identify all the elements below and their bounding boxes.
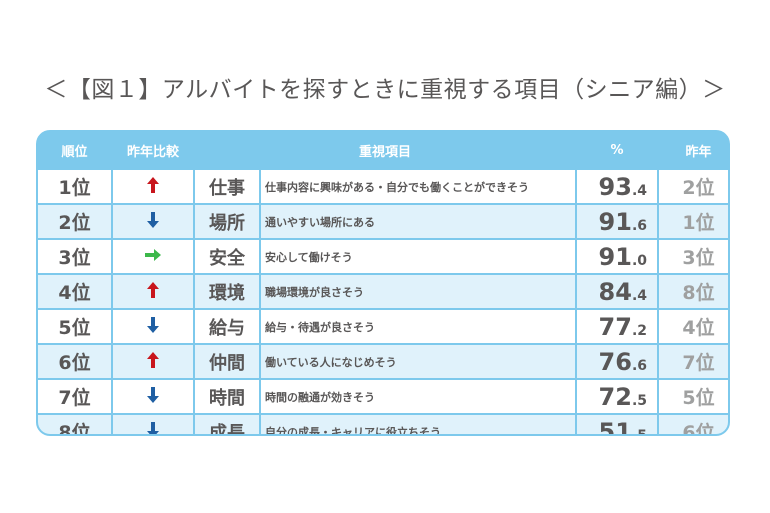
- arrow-down-icon: [146, 421, 160, 434]
- previous-rank-cell: 2位: [659, 170, 728, 203]
- percent-cell: 93.4: [577, 170, 657, 203]
- description-cell: 自分の成長・キャリアに役立ちそう: [261, 415, 575, 434]
- trend-cell: [113, 240, 193, 273]
- arrow-down-icon: [146, 211, 160, 233]
- previous-rank-cell: 8位: [659, 275, 728, 308]
- rank-cell: 7位: [38, 380, 111, 413]
- percent-decimal: .5: [631, 392, 647, 409]
- previous-rank-cell: 4位: [659, 310, 728, 343]
- arrow-down-icon: [146, 316, 160, 338]
- percent-integer: 76: [598, 347, 632, 376]
- percent-decimal: .6: [631, 357, 647, 374]
- percent-integer: 93: [598, 172, 632, 201]
- percent-decimal: .6: [631, 217, 647, 234]
- arrow-up-icon: [146, 351, 160, 373]
- percent-decimal: .4: [631, 182, 647, 199]
- percent-integer: 91: [598, 207, 632, 236]
- description-cell: 職場環境が良さそう: [261, 275, 575, 308]
- previous-rank-cell: 5位: [659, 380, 728, 413]
- previous-rank-cell: 7位: [659, 345, 728, 378]
- trend-cell: [113, 380, 193, 413]
- trend-cell: [113, 275, 193, 308]
- percent-cell: 91.0: [577, 240, 657, 273]
- description-cell: 安心して働けそう: [261, 240, 575, 273]
- chart-title: ＜【図１】アルバイトを探すときに重視する項目（シニア編）＞: [44, 77, 726, 103]
- category-cell: 給与: [195, 310, 259, 343]
- percent-integer: 84: [598, 277, 632, 306]
- percent-integer: 91: [598, 242, 632, 271]
- description-cell: 働いている人になじめそう: [261, 345, 575, 378]
- percent-decimal: .2: [631, 322, 647, 339]
- category-cell: 安全: [195, 240, 259, 273]
- percent-decimal: .5: [631, 427, 647, 436]
- description-cell: 給与・待遇が良さそう: [261, 310, 575, 343]
- percent-cell: 51.5: [577, 415, 657, 436]
- ranking-table: 順位 昨年比較 重視項目 % 昨年 1位 仕事 仕事内容に興味がある・自分でも働くこ…: [36, 130, 730, 436]
- category-cell: 環境: [195, 275, 259, 308]
- rank-cell: 8位: [38, 415, 111, 434]
- percent-cell: 72.5: [577, 380, 657, 413]
- rank-cell: 6位: [38, 345, 111, 378]
- header-rank: 順位: [38, 132, 111, 168]
- rank-cell: 4位: [38, 275, 111, 308]
- percent-decimal: .4: [631, 287, 647, 304]
- category-cell: 場所: [195, 205, 259, 238]
- rank-cell: 3位: [38, 240, 111, 273]
- rank-cell: 5位: [38, 310, 111, 343]
- trend-cell: [113, 170, 193, 203]
- percent-integer: 77: [598, 312, 632, 341]
- header-pct: %: [577, 132, 657, 168]
- percent-integer: 72: [598, 382, 632, 411]
- arrow-up-icon: [146, 281, 160, 303]
- category-cell: 仲間: [195, 345, 259, 378]
- percent-cell: 76.6: [577, 345, 657, 378]
- arrow-right-icon: [144, 247, 162, 266]
- previous-rank-cell: 3位: [659, 240, 728, 273]
- arrow-down-icon: [146, 386, 160, 408]
- category-cell: 時間: [195, 380, 259, 413]
- percent-integer: 51: [598, 417, 632, 436]
- percent-decimal: .0: [631, 252, 647, 269]
- description-cell: 仕事内容に興味がある・自分でも働くことができそう: [261, 170, 575, 203]
- trend-cell: [113, 415, 193, 434]
- category-cell: 仕事: [195, 170, 259, 203]
- trend-cell: [113, 310, 193, 343]
- description-cell: 時間の融通が効きそう: [261, 380, 575, 413]
- arrow-up-icon: [146, 176, 160, 198]
- percent-cell: 84.4: [577, 275, 657, 308]
- trend-cell: [113, 345, 193, 378]
- header-item: 重視項目: [195, 132, 575, 168]
- previous-rank-cell: 6位: [659, 415, 728, 434]
- trend-cell: [113, 205, 193, 238]
- percent-cell: 77.2: [577, 310, 657, 343]
- description-cell: 通いやすい場所にある: [261, 205, 575, 238]
- table-grid: 順位 昨年比較 重視項目 % 昨年 1位 仕事 仕事内容に興味がある・自分でも働くこ…: [38, 132, 728, 434]
- rank-cell: 1位: [38, 170, 111, 203]
- header-prev: 昨年: [659, 132, 728, 168]
- previous-rank-cell: 1位: [659, 205, 728, 238]
- category-cell: 成長: [195, 415, 259, 434]
- percent-cell: 91.6: [577, 205, 657, 238]
- rank-cell: 2位: [38, 205, 111, 238]
- header-yoy: 昨年比較: [113, 132, 193, 168]
